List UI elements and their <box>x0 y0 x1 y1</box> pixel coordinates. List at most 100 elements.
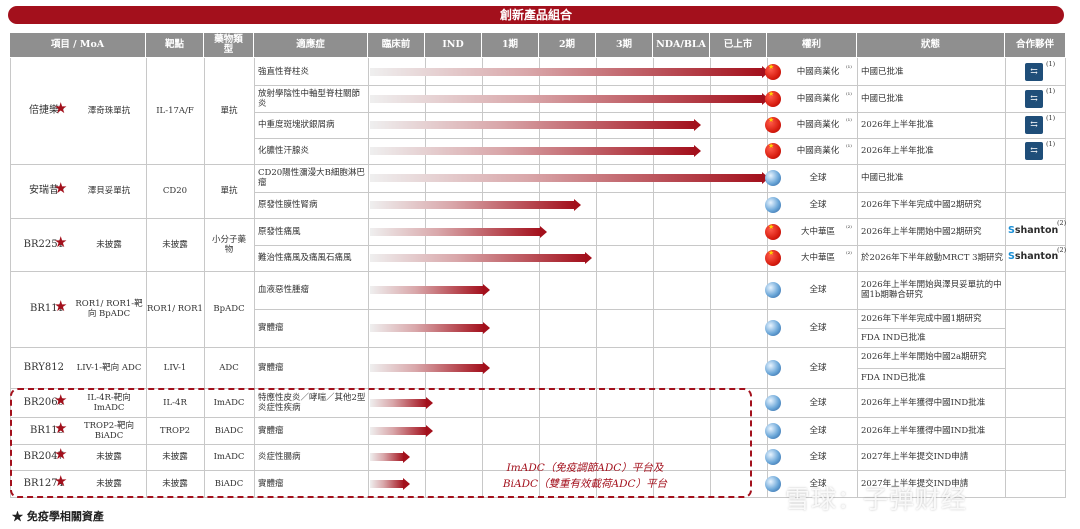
progress-arrow-head <box>483 361 490 374</box>
row-divider <box>254 271 1065 272</box>
immune-footnote: ★ 免疫學相關資產 <box>12 510 104 523</box>
status-label: 2027年上半年提交IND申請 <box>861 452 969 462</box>
rights-label: 大中華區 <box>800 226 835 237</box>
status-label: 2026年上半年開始中國2a期研究 <box>861 352 987 363</box>
status-label: 中國已批准 <box>861 173 904 183</box>
header-phase2: 2期 <box>539 33 596 57</box>
partner-logo-icon: ⇆ <box>1025 116 1043 134</box>
row-divider <box>254 138 1065 139</box>
progress-arrow-head <box>574 199 581 211</box>
globe-icon <box>765 475 781 492</box>
product-divider <box>10 347 254 348</box>
product-divider <box>10 164 254 165</box>
progress-arrow-head <box>483 284 490 296</box>
status-divider <box>857 367 1005 369</box>
product-drug-type: BiADC <box>214 478 244 489</box>
product-divider <box>10 417 254 418</box>
row-divider <box>254 112 1065 113</box>
status-label: 2026年上半年獲得中國IND批准 <box>861 425 986 436</box>
product-target: CD20 <box>162 186 188 196</box>
partner-logo-icon: ⇆ <box>1025 89 1043 108</box>
product-target: TROP2 <box>159 425 191 436</box>
indication-label: 實體瘤 <box>258 362 284 373</box>
indication-label: 放射學陰性中軸型脊柱關節炎 <box>258 88 361 109</box>
rights-label: 全球 <box>809 362 827 373</box>
progress-arrow <box>370 172 769 184</box>
globe-icon <box>765 422 781 439</box>
immune-star-icon: ★ <box>54 297 68 315</box>
header-rights: 權利 <box>767 33 857 57</box>
rights-label: 中國商業化 <box>796 66 840 77</box>
indication-label: CD20陽性瀰漫大B細胞淋巴瘤 <box>258 168 365 188</box>
product-drug-type: BpADC <box>213 304 245 314</box>
stage-gridline <box>596 58 597 498</box>
status-label: 2026年下半年完成中國2期研究 <box>861 200 982 210</box>
indication-label: 原發性膜性腎病 <box>258 200 318 210</box>
product-divider <box>10 470 254 471</box>
status-label: 中國已批准 <box>861 66 904 77</box>
partner-logo-icon: ⇆ <box>1025 62 1043 81</box>
shanton-logo-mark: S <box>1008 224 1015 236</box>
product-moa: 未披露 <box>96 478 122 489</box>
rights-footnote-mark: ⁽¹⁾ <box>846 90 852 99</box>
product-moa: LIV-1-靶向 ADC <box>76 362 142 373</box>
product-divider <box>10 444 254 445</box>
platform-highlight-box <box>10 388 752 498</box>
product-drug-type: 小分子藥物 <box>211 234 246 255</box>
product-divider <box>10 271 254 272</box>
product-drug-type: BiADC <box>214 425 244 436</box>
product-name: 安瑞昔* <box>29 185 64 196</box>
progress-arrow <box>370 225 547 238</box>
product-drug-type: ImADC <box>213 452 245 462</box>
column-divider <box>857 58 858 498</box>
progress-arrow-shaft <box>370 426 427 435</box>
product-target: 未披露 <box>162 452 188 462</box>
product-drug-type: ImADC <box>213 397 245 408</box>
product-name: BR111 <box>30 303 64 314</box>
progress-arrow-shaft <box>370 147 695 155</box>
rights-label: 中國商業化 <box>796 120 840 130</box>
stage-gridline <box>482 58 483 498</box>
product-moa: 未披露 <box>96 239 122 250</box>
product-drug-type: 單抗 <box>220 106 238 116</box>
row-divider <box>254 85 1065 86</box>
globe-icon <box>765 170 781 186</box>
progress-arrow <box>370 477 410 490</box>
rights-label: 全球 <box>809 200 827 210</box>
indication-label: 化膿性汗腺炎 <box>258 146 310 156</box>
product-name: BR2060 <box>23 396 64 408</box>
product-name: BR113 <box>30 424 64 436</box>
stage-gridline <box>539 58 540 498</box>
product-target: IL-4R <box>163 397 187 408</box>
progress-arrow-shaft <box>370 121 695 129</box>
product-moa: TROP2-靶向 BiADC <box>83 420 135 441</box>
progress-arrow-head <box>403 451 410 463</box>
status-label: 2026年上半年開始中國2期研究 <box>861 226 982 237</box>
status-label: 2026年上半年批准 <box>861 120 934 130</box>
row-divider <box>254 470 1065 471</box>
progress-arrow <box>370 451 410 463</box>
rights-footnote-mark: ⁽²⁾ <box>846 223 852 232</box>
indication-label: 實體瘤 <box>258 425 284 436</box>
platform-note-line-1: ImADC（免疫調節ADC）平台及 <box>506 462 664 474</box>
progress-arrow-shaft <box>370 174 763 182</box>
immune-star-icon: ★ <box>54 445 68 463</box>
progress-arrow-head <box>694 145 701 157</box>
stage-gridline <box>767 58 768 498</box>
status-label: 2026年上半年開始與澤貝妥單抗的中國1b期聯合研究 <box>861 280 1002 300</box>
portfolio-title-banner: 創新產品組合 <box>8 6 1064 24</box>
rights-label: 全球 <box>809 285 827 295</box>
progress-arrow-shaft <box>370 286 484 294</box>
product-name: BR1274 <box>23 477 64 489</box>
header-phase1: 1期 <box>482 33 539 57</box>
progress-arrow-shaft <box>370 363 484 372</box>
rights-label: 全球 <box>809 478 827 489</box>
indication-label: 血液惡性腫瘤 <box>258 285 310 295</box>
progress-arrow-shaft <box>370 324 484 332</box>
status-label: FDA IND已批准 <box>861 332 926 343</box>
shanton-logo: Sshanton <box>1008 225 1058 236</box>
globe-icon <box>765 197 781 213</box>
rights-footnote-mark: ⁽¹⁾ <box>846 63 852 72</box>
header-target: 靶點 <box>146 33 204 57</box>
indication-label: 原發性痛風 <box>258 226 301 237</box>
